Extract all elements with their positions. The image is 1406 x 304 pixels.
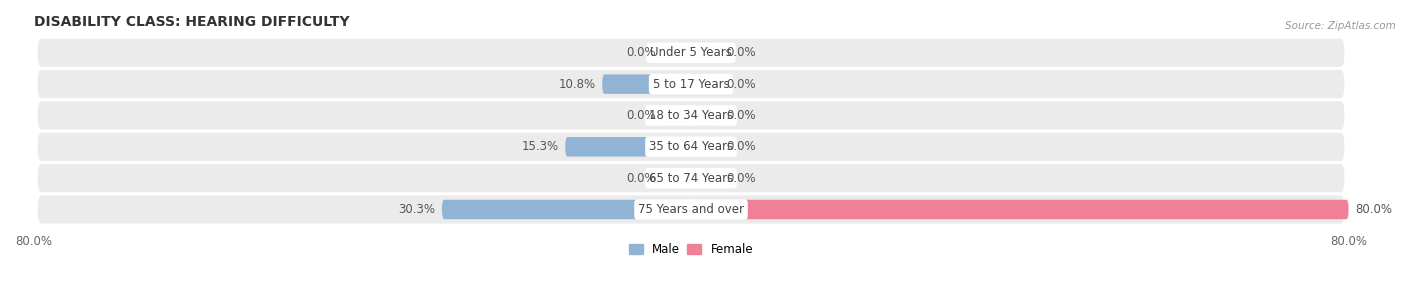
Text: Source: ZipAtlas.com: Source: ZipAtlas.com	[1285, 21, 1396, 31]
FancyBboxPatch shape	[38, 39, 1344, 67]
Text: 10.8%: 10.8%	[558, 78, 596, 91]
FancyBboxPatch shape	[690, 74, 720, 94]
FancyBboxPatch shape	[38, 133, 1344, 161]
Text: 75 Years and over: 75 Years and over	[638, 203, 744, 216]
FancyBboxPatch shape	[662, 168, 690, 188]
Text: 15.3%: 15.3%	[522, 140, 558, 153]
Text: 80.0%: 80.0%	[1355, 203, 1392, 216]
Text: Under 5 Years: Under 5 Years	[650, 46, 733, 59]
FancyBboxPatch shape	[662, 43, 690, 63]
FancyBboxPatch shape	[662, 106, 690, 125]
FancyBboxPatch shape	[690, 43, 720, 63]
Text: 0.0%: 0.0%	[727, 109, 756, 122]
Text: 0.0%: 0.0%	[727, 172, 756, 185]
FancyBboxPatch shape	[690, 137, 720, 157]
Text: 65 to 74 Years: 65 to 74 Years	[650, 172, 733, 185]
Text: DISABILITY CLASS: HEARING DIFFICULTY: DISABILITY CLASS: HEARING DIFFICULTY	[34, 15, 349, 29]
FancyBboxPatch shape	[565, 137, 690, 157]
Text: 0.0%: 0.0%	[626, 46, 655, 59]
FancyBboxPatch shape	[602, 74, 690, 94]
Text: 30.3%: 30.3%	[398, 203, 436, 216]
Text: 18 to 34 Years: 18 to 34 Years	[650, 109, 733, 122]
Text: 0.0%: 0.0%	[626, 172, 655, 185]
FancyBboxPatch shape	[690, 106, 720, 125]
Text: 0.0%: 0.0%	[727, 140, 756, 153]
FancyBboxPatch shape	[38, 195, 1344, 224]
FancyBboxPatch shape	[690, 200, 1348, 219]
Text: 0.0%: 0.0%	[727, 46, 756, 59]
Text: 5 to 17 Years: 5 to 17 Years	[652, 78, 730, 91]
FancyBboxPatch shape	[38, 164, 1344, 192]
FancyBboxPatch shape	[38, 70, 1344, 98]
FancyBboxPatch shape	[38, 101, 1344, 130]
FancyBboxPatch shape	[441, 200, 690, 219]
FancyBboxPatch shape	[690, 168, 720, 188]
Text: 35 to 64 Years: 35 to 64 Years	[650, 140, 733, 153]
Text: 0.0%: 0.0%	[727, 78, 756, 91]
Text: 0.0%: 0.0%	[626, 109, 655, 122]
Legend: Male, Female: Male, Female	[624, 238, 758, 261]
